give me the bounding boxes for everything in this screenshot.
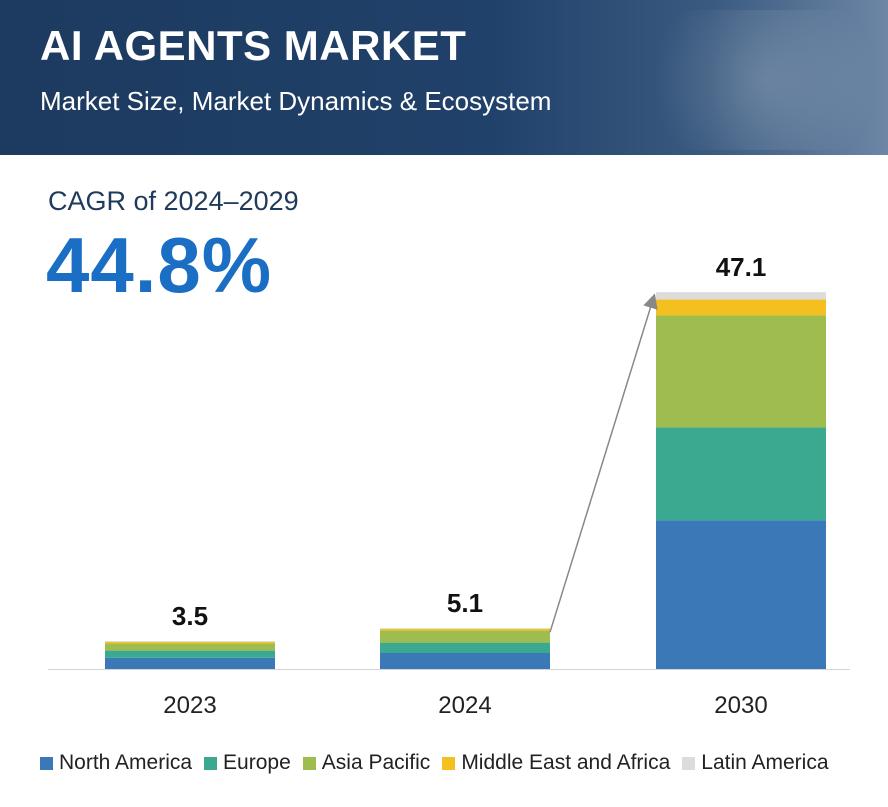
header-decoration <box>608 10 868 150</box>
legend-swatch <box>302 756 316 770</box>
bar-2023-latin-america <box>105 641 275 642</box>
bar-2023-middle-east-and-africa <box>105 641 275 644</box>
bar-2023-europe <box>105 650 275 658</box>
legend-item-europe: Europe <box>204 751 291 775</box>
legend-item-latin-america: Latin America <box>682 751 829 775</box>
legend-swatch <box>204 756 218 770</box>
legend-label: North America <box>59 751 193 774</box>
cagr-label: CAGR of 2024–2029 <box>48 186 299 216</box>
bar-2024-latin-america <box>380 628 550 629</box>
bar-2030-asia-pacific <box>656 315 826 428</box>
page-title: AI AGENTS MARKET <box>40 22 467 69</box>
x-tick-label-2024: 2024 <box>438 692 491 719</box>
page-subtitle: Market Size, Market Dynamics & Ecosystem <box>40 86 552 116</box>
cagr-value: 44.8% <box>46 221 273 309</box>
legend-label: Latin America <box>701 751 829 774</box>
legend-swatch <box>40 756 53 770</box>
bar-2030-europe <box>656 427 826 521</box>
growth-arrow <box>549 293 658 633</box>
x-tick-label-2030: 2030 <box>714 692 767 719</box>
total-label-2023: 3.5 <box>172 601 208 631</box>
legend-swatch <box>682 756 696 770</box>
legend-label: Middle East and Africa <box>461 751 671 774</box>
legend-item-north-america: North America <box>40 751 192 775</box>
legend-swatch <box>442 756 456 770</box>
bar-2023-asia-pacific <box>105 643 275 651</box>
bar-2024-middle-east-and-africa <box>380 629 550 631</box>
legend-label: Asia Pacific <box>321 751 431 774</box>
bar-2030-middle-east-and-africa <box>656 299 826 316</box>
bar-2024-europe <box>380 642 550 653</box>
bar-2030-north-america <box>656 520 826 669</box>
total-label-2030: 47.1 <box>716 252 767 282</box>
bar-2023-north-america <box>105 657 275 669</box>
header-banner: AI AGENTS MARKET Market Size, Market Dyn… <box>0 0 888 155</box>
bar-2024-north-america <box>380 653 550 669</box>
legend-item-asia-pacific: Asia Pacific <box>302 751 431 775</box>
x-tick-label-2023: 2023 <box>163 692 216 719</box>
bar-2030-latin-america <box>656 292 826 300</box>
total-label-2024: 5.1 <box>447 588 483 618</box>
legend-label: Europe <box>223 751 291 774</box>
chart-legend: North America Europe Asia Pacific Middle Ea… <box>40 746 888 780</box>
legend-item-middle-east-and-africa: Middle East and Africa <box>442 751 670 775</box>
bar-2024-asia-pacific <box>380 630 550 643</box>
